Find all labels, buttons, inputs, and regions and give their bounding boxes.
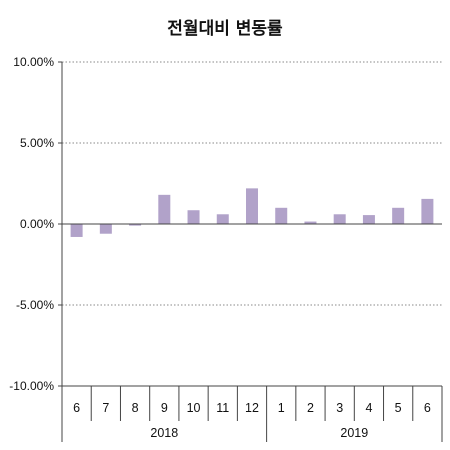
- bar: [246, 188, 258, 224]
- bar: [392, 207, 405, 224]
- y-tick-label: -10.00%: [9, 379, 54, 393]
- y-tick-label: -5.00%: [16, 298, 54, 312]
- bar: [333, 214, 346, 224]
- x-category-label: 10: [187, 401, 201, 415]
- bar: [421, 198, 434, 224]
- bar: [158, 194, 171, 224]
- bar: [275, 207, 288, 224]
- x-category-label: 1: [278, 401, 285, 415]
- x-category-label: 5: [395, 401, 402, 415]
- x-category-label: 8: [132, 401, 139, 415]
- y-tick-labels: 10.00% 5.00% 0.00% -5.00% -10.00%: [9, 55, 54, 393]
- x-category-label: 4: [365, 401, 372, 415]
- bar: [129, 224, 142, 226]
- x-category-label: 3: [336, 401, 343, 415]
- year-group-labels: 2018 2019: [150, 426, 368, 440]
- x-category-label: 12: [245, 401, 259, 415]
- bar: [362, 215, 375, 224]
- chart-title: 전월대비 변동률: [167, 19, 283, 39]
- y-tick-label: 0.00%: [20, 217, 54, 231]
- bars: [70, 188, 434, 237]
- x-category-labels: 6 7 8 9 10 11 12 1 2 3 4 5 6: [73, 401, 431, 415]
- x-category-label: 6: [73, 401, 80, 415]
- bar: [99, 224, 112, 234]
- bar: [187, 210, 200, 224]
- year-label: 2019: [340, 426, 368, 440]
- x-category-label: 11: [216, 401, 229, 415]
- bar: [216, 214, 229, 224]
- year-label: 2018: [150, 426, 178, 440]
- x-category-label: 9: [161, 401, 168, 415]
- bar: [70, 224, 83, 237]
- bar: [304, 221, 317, 224]
- gridlines: [62, 61, 442, 306]
- y-tick-label: 5.00%: [20, 136, 54, 150]
- x-category-label: 6: [424, 401, 431, 415]
- y-tick-label: 10.00%: [13, 55, 54, 69]
- axes: [58, 61, 443, 442]
- x-category-label: 2: [307, 401, 314, 415]
- x-category-label: 7: [102, 401, 109, 415]
